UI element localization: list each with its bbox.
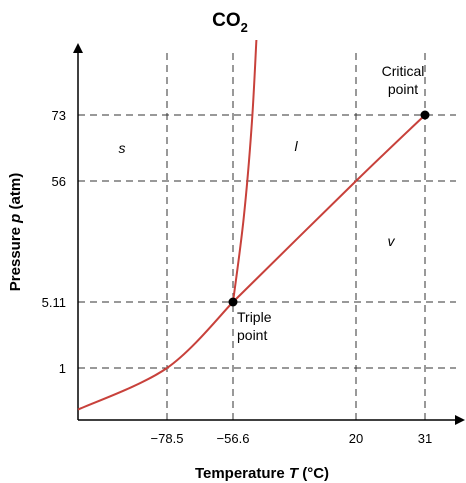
y-tick-labels: 73 56 5.11 1 [42,108,66,376]
region-label-solid: s [119,140,126,156]
x-tick-label: 20 [349,431,363,446]
critical-point-label-line2: point [388,81,418,97]
grid-lines [78,48,456,420]
vaporization-curve [232,114,426,303]
sublimation-curve [77,301,234,411]
phase-curves [77,39,426,411]
chart-title-subscript: 2 [241,20,248,35]
y-axis-label: Pressure p (atm) [7,173,24,291]
x-tick-label: −78.5 [151,431,184,446]
critical-point-marker [420,110,430,120]
x-axis-label: Temperature T (°C) [195,465,329,482]
region-label-vapor: v [388,233,396,249]
y-tick-label: 1 [59,361,66,376]
x-tick-label: 31 [418,431,432,446]
triple-point-label-line1: Triple [237,309,272,325]
x-tick-labels: −78.5 −56.6 20 31 [151,431,433,446]
y-tick-label: 56 [52,174,66,189]
region-label-liquid: l [294,138,298,154]
triple-point-label-line2: point [237,327,267,343]
chart-title-main: CO [212,10,241,31]
chart-title: CO2 [212,10,248,35]
special-points: Triple point Critical point [228,63,430,343]
y-tick-label: 73 [52,108,66,123]
triple-point-marker [228,297,238,307]
y-tick-label: 5.11 [42,295,66,310]
x-tick-label: −56.6 [217,431,250,446]
critical-point-label-line1: Critical [382,63,425,79]
melting-curve [232,39,258,303]
